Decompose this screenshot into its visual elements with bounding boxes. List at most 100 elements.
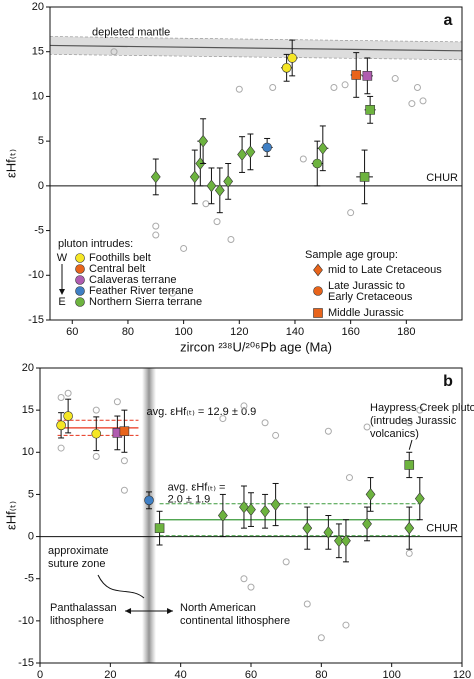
y-tick-label: 0 [28, 530, 34, 542]
x-tick-label: 100 [382, 669, 400, 679]
grain [57, 394, 65, 401]
grain [342, 621, 350, 629]
point [217, 509, 228, 522]
point [246, 503, 256, 516]
y-tick-label: 5 [28, 488, 34, 500]
x-tick-label: 60 [245, 669, 257, 679]
grain [408, 100, 416, 108]
legend-marker [75, 253, 85, 263]
y-tick-label: -5 [34, 224, 44, 236]
legend-title: pluton intrudes: [58, 238, 133, 250]
legend-label: Feather River terrane [89, 285, 194, 297]
grain [240, 402, 248, 410]
haypress-note: Haypress Creek pluton [370, 402, 474, 414]
point [317, 141, 328, 155]
point [362, 517, 372, 531]
point [287, 53, 297, 63]
grain [168, 289, 176, 297]
grain [416, 406, 424, 414]
shape-legend-label: Early Cretaceous [328, 291, 413, 303]
suture-label: approximate [48, 545, 109, 557]
grain [227, 236, 235, 244]
grain [324, 427, 332, 435]
y-tick-label: -10 [28, 269, 44, 281]
x-axis-label: zircon ²³⁸U/²⁰⁶Pb age (Ma) [180, 339, 332, 354]
y-tick-label: -5 [24, 573, 34, 585]
haypress-note: volcanics) [370, 428, 419, 440]
grain [57, 444, 65, 452]
point [91, 428, 102, 439]
point [313, 308, 323, 318]
x-tick-label: 160 [341, 326, 359, 338]
x-tick-label: 120 [230, 326, 248, 338]
y-axis-label: εHf₍ₜ₎ [3, 501, 18, 530]
east-note: continental lithosphere [180, 615, 290, 627]
grain [363, 423, 371, 431]
grain [113, 398, 121, 406]
avg-label: 2.0 ± 1.9 [168, 494, 211, 506]
point [56, 420, 66, 431]
point [154, 523, 165, 533]
x-tick-label: 180 [397, 326, 415, 338]
legend-marker [75, 297, 85, 307]
x-tick-label: 20 [104, 669, 116, 679]
mantle-line [49, 44, 463, 52]
point [150, 170, 161, 184]
grain [347, 209, 355, 217]
point [404, 521, 415, 535]
grain [282, 558, 290, 566]
grain [180, 244, 188, 252]
legend-arrow-w: W [57, 252, 68, 264]
grain [120, 457, 128, 465]
point [262, 142, 272, 153]
point [281, 63, 292, 73]
mantle-label: depleted mantle [92, 26, 170, 38]
shape-legend-label: Late Jurassic to [328, 280, 405, 292]
y-tick-label: 15 [22, 404, 34, 416]
y-tick-label: -15 [18, 657, 34, 669]
suture-arrow [97, 574, 145, 599]
point [414, 492, 425, 505]
legend-arrow-e: E [58, 296, 65, 308]
legend-marker [75, 286, 85, 296]
chur-label: CHUR [426, 522, 458, 534]
avg-label: avg. εHf₍ₜ₎ = 12.9 ± 0.9 [146, 406, 256, 418]
y-tick-label: 0 [38, 180, 44, 192]
chur-label: CHUR [426, 172, 458, 184]
grain [391, 75, 399, 83]
suture-label: suture zone [48, 558, 105, 570]
legend-marker [75, 275, 85, 285]
x-tick-label: 80 [315, 669, 327, 679]
grain [110, 48, 118, 56]
point [270, 498, 281, 511]
legend-label: Central belt [89, 263, 145, 275]
y-tick-label: 20 [22, 362, 34, 374]
point [404, 460, 415, 470]
grain [303, 600, 311, 608]
x-tick-label: 40 [175, 669, 187, 679]
point [119, 426, 130, 437]
point [223, 175, 234, 188]
panel-label: a [444, 12, 453, 29]
point [239, 500, 249, 514]
shape-legend-title: Sample age group: [305, 249, 398, 261]
legend-arrow-head [59, 289, 65, 295]
grain [341, 81, 349, 89]
y-tick-label: 15 [32, 46, 44, 58]
grain [64, 389, 72, 397]
grain [120, 486, 128, 494]
grain [152, 231, 160, 239]
west-note: Panthalassan [50, 602, 117, 614]
plot-frame [49, 6, 463, 321]
lith-arrow-head [167, 608, 174, 614]
grain [269, 83, 277, 91]
grain [345, 474, 353, 482]
grain [152, 222, 160, 230]
point [334, 534, 344, 548]
panel-label: b [443, 373, 453, 390]
grain [419, 97, 427, 105]
point [245, 145, 256, 159]
grain [219, 415, 227, 423]
grain [317, 634, 325, 642]
x-tick-label: 100 [174, 326, 192, 338]
